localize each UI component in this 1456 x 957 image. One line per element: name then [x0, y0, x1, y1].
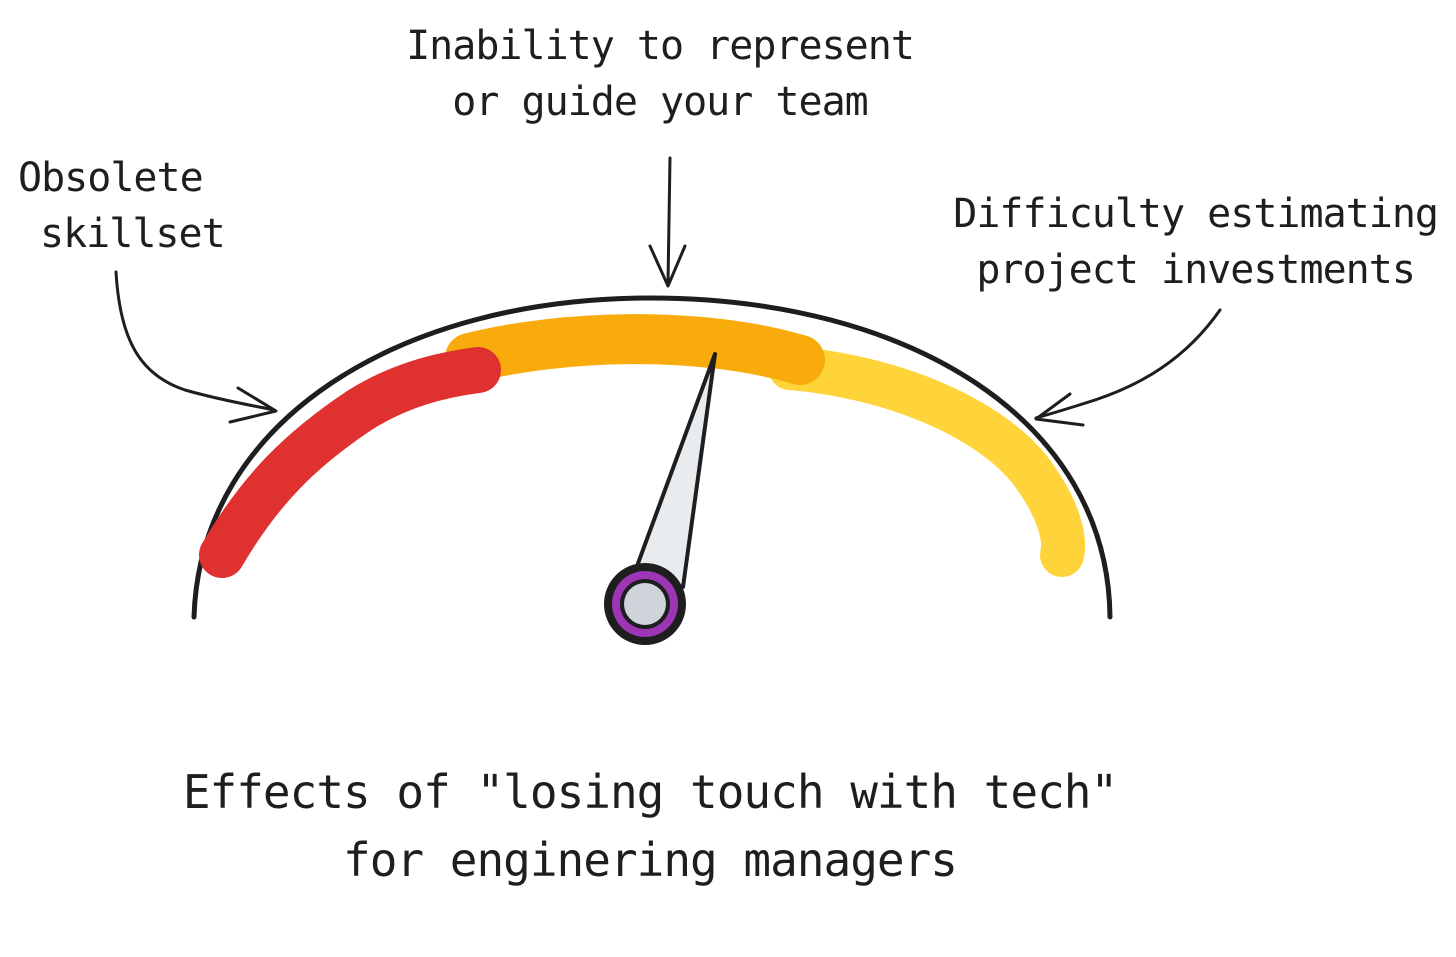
- caption-line-2: for enginering managers: [343, 833, 958, 887]
- annotation-left-line-2: skillset: [40, 211, 226, 257]
- annotation-top: Inability to represent or guide your tea…: [360, 18, 960, 130]
- diagram-caption: Effects of "losing touch with tech" for …: [120, 758, 1180, 894]
- gauge-outline-arc: [191, 295, 1113, 620]
- annotation-right-line-1: Difficulty estimating: [953, 191, 1439, 237]
- arrow-top: [648, 156, 687, 288]
- arrow-right: [1034, 308, 1222, 427]
- gauge-needle: [631, 352, 717, 589]
- annotation-right: Difficulty estimating project investment…: [953, 186, 1439, 298]
- caption-line-1: Effects of "losing touch with tech": [182, 765, 1118, 819]
- gauge-zone-red: [199, 347, 501, 578]
- annotation-right-line-2: project investments: [976, 247, 1416, 293]
- annotation-left: Obsolete skillset: [18, 150, 226, 262]
- annotation-top-line-2: or guide your team: [452, 79, 868, 125]
- gauge-hub-center: [624, 583, 666, 625]
- annotation-top-line-1: Inability to represent: [406, 23, 915, 69]
- annotation-left-line-1: Obsolete: [18, 155, 204, 201]
- gauge-zone-yellow: [768, 346, 1086, 577]
- gauge-zone-orange: [445, 314, 825, 385]
- arrow-left: [114, 270, 278, 424]
